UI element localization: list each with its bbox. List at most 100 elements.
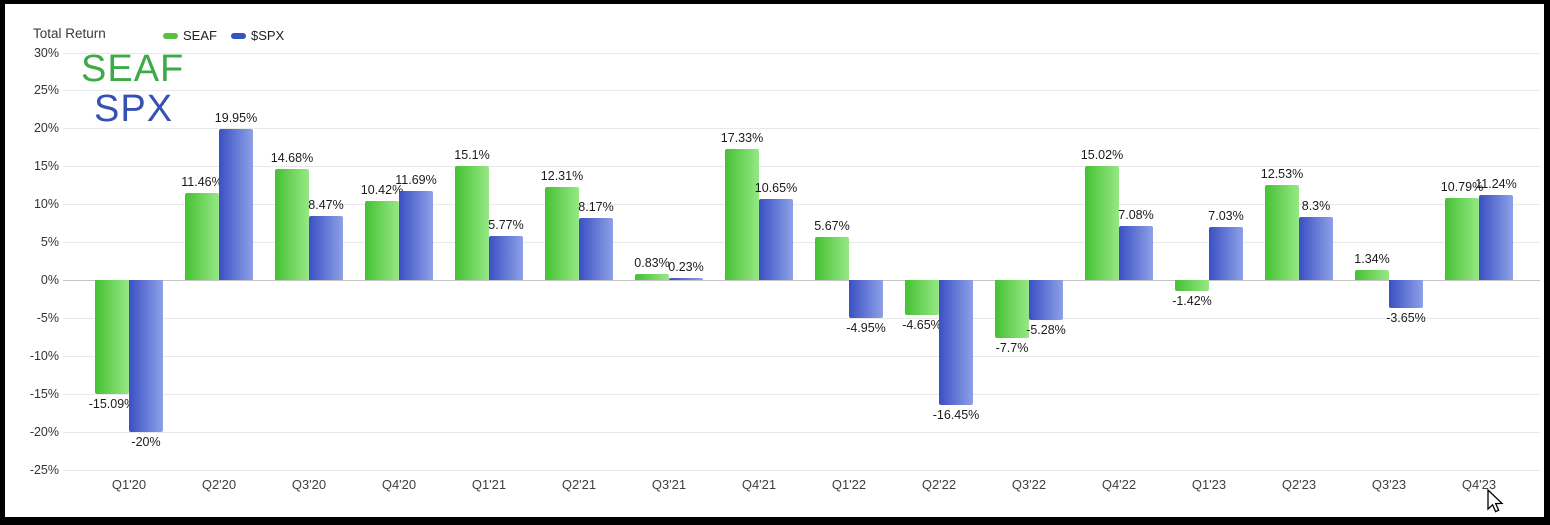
bar-seaf-Q1'21[interactable]: [455, 165, 489, 280]
y-axis-tick-label: 20%: [33, 121, 59, 135]
mouse-cursor: [1487, 489, 1504, 513]
bar-spx-Q4'20[interactable]: [399, 191, 433, 280]
bar-spx-Q4'22[interactable]: [1119, 226, 1153, 280]
data-label: 8.47%: [308, 197, 344, 212]
data-label: 19.95%: [214, 110, 258, 125]
bar-seaf-Q1'20[interactable]: [95, 280, 129, 395]
bar-seaf-Q2'21[interactable]: [545, 186, 579, 280]
data-label: -16.45%: [932, 407, 980, 422]
bar-spx-Q2'22[interactable]: [939, 280, 973, 405]
data-label: 5.67%: [814, 219, 850, 233]
watermark-spx: SPX: [94, 88, 174, 130]
data-label: 11.24%: [1475, 176, 1517, 191]
data-label: 5.77%: [488, 218, 524, 233]
bar-spx-Q2'20[interactable]: [219, 128, 253, 280]
data-label: 0.83%: [634, 255, 670, 270]
y-axis-tick-label: -15%: [29, 387, 59, 401]
data-label: 7.03%: [1208, 208, 1244, 223]
data-label: -4.95%: [846, 320, 886, 335]
bar-spx-Q3'23[interactable]: [1389, 280, 1423, 308]
gridline: [63, 394, 1540, 395]
legend-swatch-seaf-icon: [163, 32, 178, 39]
legend-item-seaf[interactable]: SEAF: [163, 28, 217, 43]
x-axis-category-label: Q1'21: [471, 477, 507, 492]
bar-spx-Q2'23[interactable]: [1299, 217, 1333, 280]
bar-seaf-Q4'23[interactable]: [1445, 198, 1479, 280]
bar-spx-Q4'21[interactable]: [759, 199, 793, 280]
data-label: -5.28%: [1026, 323, 1066, 338]
gridline: [63, 470, 1540, 471]
bar-seaf-Q3'22[interactable]: [995, 280, 1029, 339]
watermark-seaf: SEAF: [81, 48, 185, 90]
x-axis-category-label: Q4'22: [1101, 477, 1137, 492]
chart-canvas: Total Return SEAF $SPX SEAF SPX 30% 25% 20…: [5, 4, 1544, 517]
gridline: [63, 90, 1540, 91]
legend-label-spx: $SPX: [250, 28, 285, 43]
data-label: 10.79%: [1440, 180, 1484, 195]
bar-spx-Q1'23[interactable]: [1209, 226, 1243, 280]
y-axis-tick-label: 5%: [40, 235, 59, 249]
bar-spx-Q1'20[interactable]: [129, 280, 163, 432]
data-label: 17.33%: [720, 130, 764, 145]
bar-seaf-Q1'23[interactable]: [1175, 280, 1209, 291]
data-label: 8.17%: [578, 200, 614, 215]
data-label: 8.3%: [1301, 199, 1331, 214]
bar-seaf-Q3'21[interactable]: [635, 273, 669, 280]
data-label: 10.65%: [754, 181, 798, 196]
y-axis-tick-label: -25%: [29, 463, 59, 477]
bar-seaf-Q2'22[interactable]: [905, 280, 939, 316]
bar-spx-Q3'21[interactable]: [669, 278, 703, 280]
x-axis-category-label: Q2'21: [561, 477, 597, 492]
gridline: [63, 356, 1540, 357]
gridline: [63, 204, 1540, 205]
y-axis-tick-label: 30%: [33, 46, 59, 60]
data-label: -1.42%: [1172, 293, 1212, 308]
bar-seaf-Q3'20[interactable]: [275, 168, 309, 280]
y-axis-tick-label: -5%: [36, 311, 59, 325]
bar-spx-Q3'20[interactable]: [309, 215, 343, 280]
x-axis-category-label: Q1'23: [1191, 477, 1227, 492]
chart-title: Total Return: [33, 26, 106, 41]
bar-spx-Q2'21[interactable]: [579, 218, 613, 280]
bar-seaf-Q1'22[interactable]: [815, 237, 849, 280]
y-axis-tick-label: -20%: [29, 425, 59, 439]
bar-seaf-Q4'20[interactable]: [365, 200, 399, 280]
x-axis-category-label: Q3'22: [1011, 477, 1047, 492]
bar-spx-Q1'22[interactable]: [849, 280, 883, 318]
data-label: -4.65%: [902, 318, 942, 333]
gridline: [63, 166, 1540, 167]
data-label: -3.65%: [1386, 310, 1426, 325]
data-label: 14.68%: [270, 150, 314, 165]
y-axis-tick-label: 0%: [40, 273, 59, 287]
bar-seaf-Q4'22[interactable]: [1085, 166, 1119, 280]
x-axis-category-label: Q1'20: [111, 477, 147, 492]
y-axis-tick-label: 10%: [33, 197, 59, 211]
x-axis-category-label: Q4'21: [741, 477, 777, 492]
x-axis-category-label: Q3'21: [651, 477, 687, 492]
data-label: 15.1%: [454, 147, 490, 162]
gridline: [63, 432, 1540, 433]
bar-spx-Q3'22[interactable]: [1029, 280, 1063, 321]
bar-spx-Q4'23[interactable]: [1479, 194, 1513, 280]
x-axis-category-label: Q4'23: [1461, 477, 1497, 492]
legend-swatch-spx-icon: [230, 32, 246, 39]
y-axis-tick-label: 25%: [33, 83, 59, 97]
bar-seaf-Q2'20[interactable]: [185, 193, 219, 280]
x-axis-category-label: Q3'23: [1371, 477, 1407, 492]
gridline: [63, 128, 1540, 129]
bar-seaf-Q3'23[interactable]: [1355, 269, 1389, 280]
data-label: 11.69%: [395, 173, 437, 188]
data-label: -15.09%: [88, 397, 136, 412]
data-label: 0.23%: [668, 260, 704, 275]
data-label: 7.08%: [1118, 208, 1154, 223]
data-label: 15.02%: [1080, 148, 1124, 163]
legend: SEAF $SPX: [163, 28, 284, 43]
y-axis-tick-label: -10%: [29, 349, 59, 363]
bar-seaf-Q2'23[interactable]: [1265, 184, 1299, 280]
bar-seaf-Q4'21[interactable]: [725, 148, 759, 280]
x-axis-category-label: Q2'23: [1281, 477, 1317, 492]
gridline: [63, 53, 1540, 54]
bar-spx-Q1'21[interactable]: [489, 236, 523, 280]
legend-item-spx[interactable]: $SPX: [230, 28, 285, 43]
